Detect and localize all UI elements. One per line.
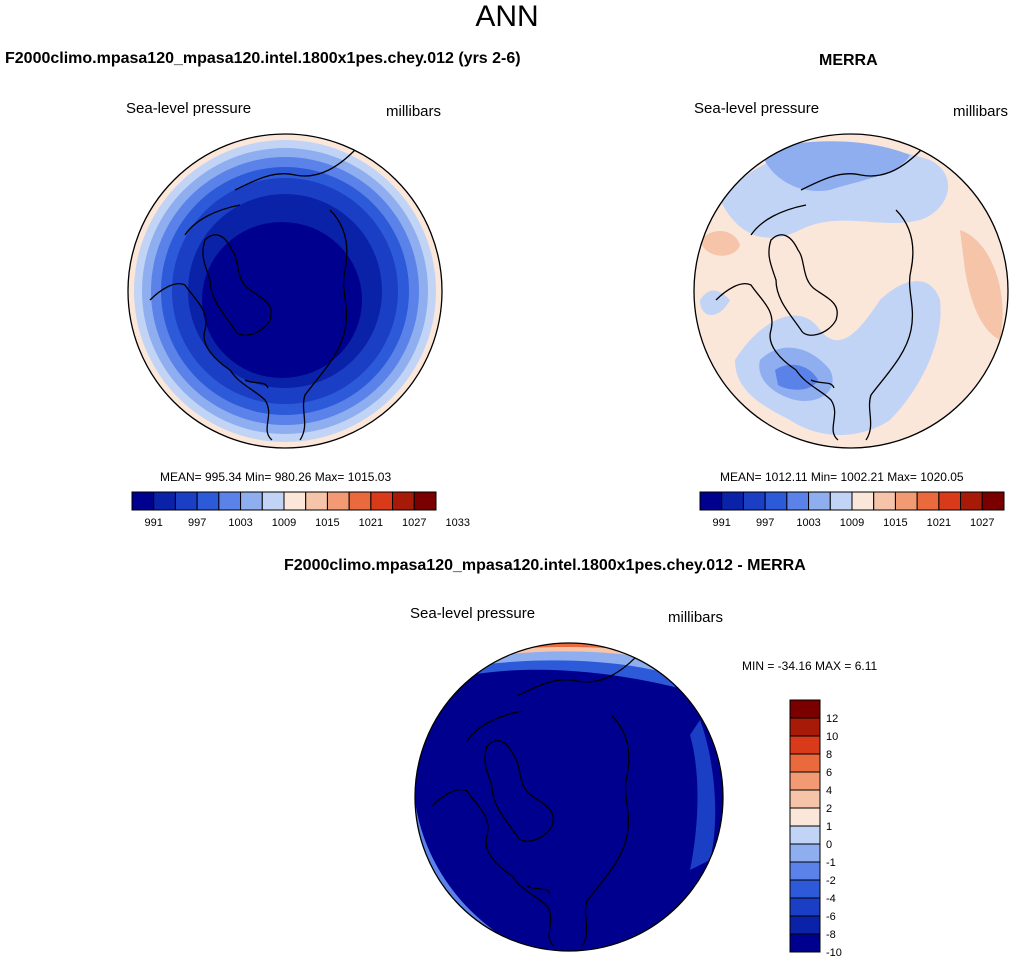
panel1-stats: MEAN= 995.34 Min= 980.26 Max= 1015.03: [160, 470, 392, 484]
colorbar-tick-label: 1: [826, 821, 832, 833]
colorbar-tick-label: 997: [756, 517, 774, 529]
colorbar-swatch: [894, 491, 918, 511]
colorbar-tick-label: -10: [826, 947, 842, 959]
colorbar-tick-label: 991: [713, 517, 731, 529]
colorbar-tick-label: 0: [826, 839, 832, 851]
page-title: ANN: [475, 0, 539, 33]
colorbar-swatch: [789, 861, 821, 881]
panel2-units: millibars: [953, 103, 1009, 120]
colorbar-swatch: [305, 491, 328, 511]
colorbar-swatch: [938, 491, 962, 511]
colorbar-swatch: [196, 491, 220, 511]
colorbar-tick-label: 1015: [315, 517, 339, 529]
colorbar-swatch: [960, 491, 983, 511]
colorbar-swatch: [789, 825, 821, 845]
panel1-colorbar: 991 997 1003 1009 1015 1021 1027 1033: [131, 491, 470, 529]
colorbar-tick-label: 2: [826, 803, 832, 815]
colorbar-swatch: [283, 491, 307, 511]
colorbar-swatch: [789, 933, 821, 953]
colorbar-swatch: [261, 491, 285, 511]
colorbar-tick-label: 6: [826, 767, 832, 779]
colorbar-tick-label: -6: [826, 911, 836, 923]
panel3-units: millibars: [668, 609, 724, 626]
colorbar-swatch: [174, 491, 198, 511]
colorbar-swatch: [789, 771, 821, 791]
colorbar-swatch: [326, 491, 350, 511]
colorbar-swatch: [240, 491, 263, 511]
colorbar-tick-label: 1021: [927, 517, 951, 529]
colorbar-swatch: [789, 789, 821, 809]
panel1-case-title: F2000climo.mpasa120_mpasa120.intel.1800x…: [5, 50, 521, 67]
colorbar-tick-label: 1003: [228, 517, 252, 529]
colorbar-swatch: [348, 491, 372, 511]
colorbar-swatch: [789, 753, 821, 773]
colorbar-swatch: [370, 491, 394, 511]
colorbar-tick-label: 1009: [272, 517, 296, 529]
colorbar-swatch: [789, 879, 821, 899]
colorbar-swatch: [413, 491, 437, 511]
colorbar-tick-label: 10: [826, 731, 838, 743]
colorbar-swatch: [786, 491, 810, 511]
colorbar-tick-label: 1021: [359, 517, 383, 529]
panel2-map: [693, 133, 1009, 449]
panel1-variable: Sea-level pressure: [126, 100, 252, 117]
colorbar-tick-label: 1015: [883, 517, 907, 529]
colorbar-tick-label: 991: [145, 517, 163, 529]
colorbar-swatch: [153, 491, 176, 511]
colorbar-swatch: [699, 491, 723, 511]
colorbar-swatch: [764, 491, 788, 511]
colorbar-tick-label: -4: [826, 893, 836, 905]
colorbar-tick-label: 1009: [840, 517, 864, 529]
panel1-map: [127, 133, 443, 449]
colorbar-swatch: [789, 843, 821, 863]
panel2-case-title: MERRA: [819, 52, 878, 69]
colorbar-swatch: [851, 491, 875, 511]
colorbar-swatch: [808, 491, 831, 511]
colorbar-tick-label: 1033: [445, 517, 469, 529]
colorbar-swatch: [916, 491, 940, 511]
panel1-units: millibars: [386, 103, 442, 120]
colorbar-tick-label: -8: [826, 929, 836, 941]
colorbar-swatch: [218, 491, 242, 511]
panel3-map: [414, 642, 724, 952]
panel3-case-title: F2000climo.mpasa120_mpasa120.intel.1800x…: [284, 557, 806, 574]
colorbar-swatch: [981, 491, 1005, 511]
colorbar-swatch: [789, 897, 821, 917]
colorbar-swatch: [131, 491, 155, 511]
colorbar-tick-label: 1027: [970, 517, 994, 529]
colorbar-tick-label: 1027: [402, 517, 426, 529]
colorbar-tick-label: 1003: [796, 517, 820, 529]
colorbar-swatch: [742, 491, 766, 511]
colorbar-swatch: [789, 699, 821, 719]
colorbar-tick-label: 4: [826, 785, 832, 797]
colorbar-swatch: [873, 491, 896, 511]
colorbar-swatch: [789, 915, 821, 935]
colorbar-swatch: [789, 735, 821, 755]
colorbar-swatch: [789, 717, 821, 737]
colorbar-swatch: [721, 491, 744, 511]
colorbar-tick-label: 12: [826, 713, 838, 725]
colorbar-swatch: [829, 491, 853, 511]
panel2-stats: MEAN= 1012.11 Min= 1002.21 Max= 1020.05: [720, 470, 964, 484]
colorbar-swatch: [392, 491, 415, 511]
panel2-variable: Sea-level pressure: [694, 100, 820, 117]
panel3-stats: MIN = -34.16 MAX = 6.11: [742, 659, 878, 673]
colorbar-swatch: [789, 807, 821, 827]
colorbar-tick-label: 8: [826, 749, 832, 761]
colorbar-tick-label: -2: [826, 875, 836, 887]
colorbar-tick-label: -1: [826, 857, 836, 869]
panel3-variable: Sea-level pressure: [410, 605, 536, 622]
colorbar-tick-label: 997: [188, 517, 206, 529]
